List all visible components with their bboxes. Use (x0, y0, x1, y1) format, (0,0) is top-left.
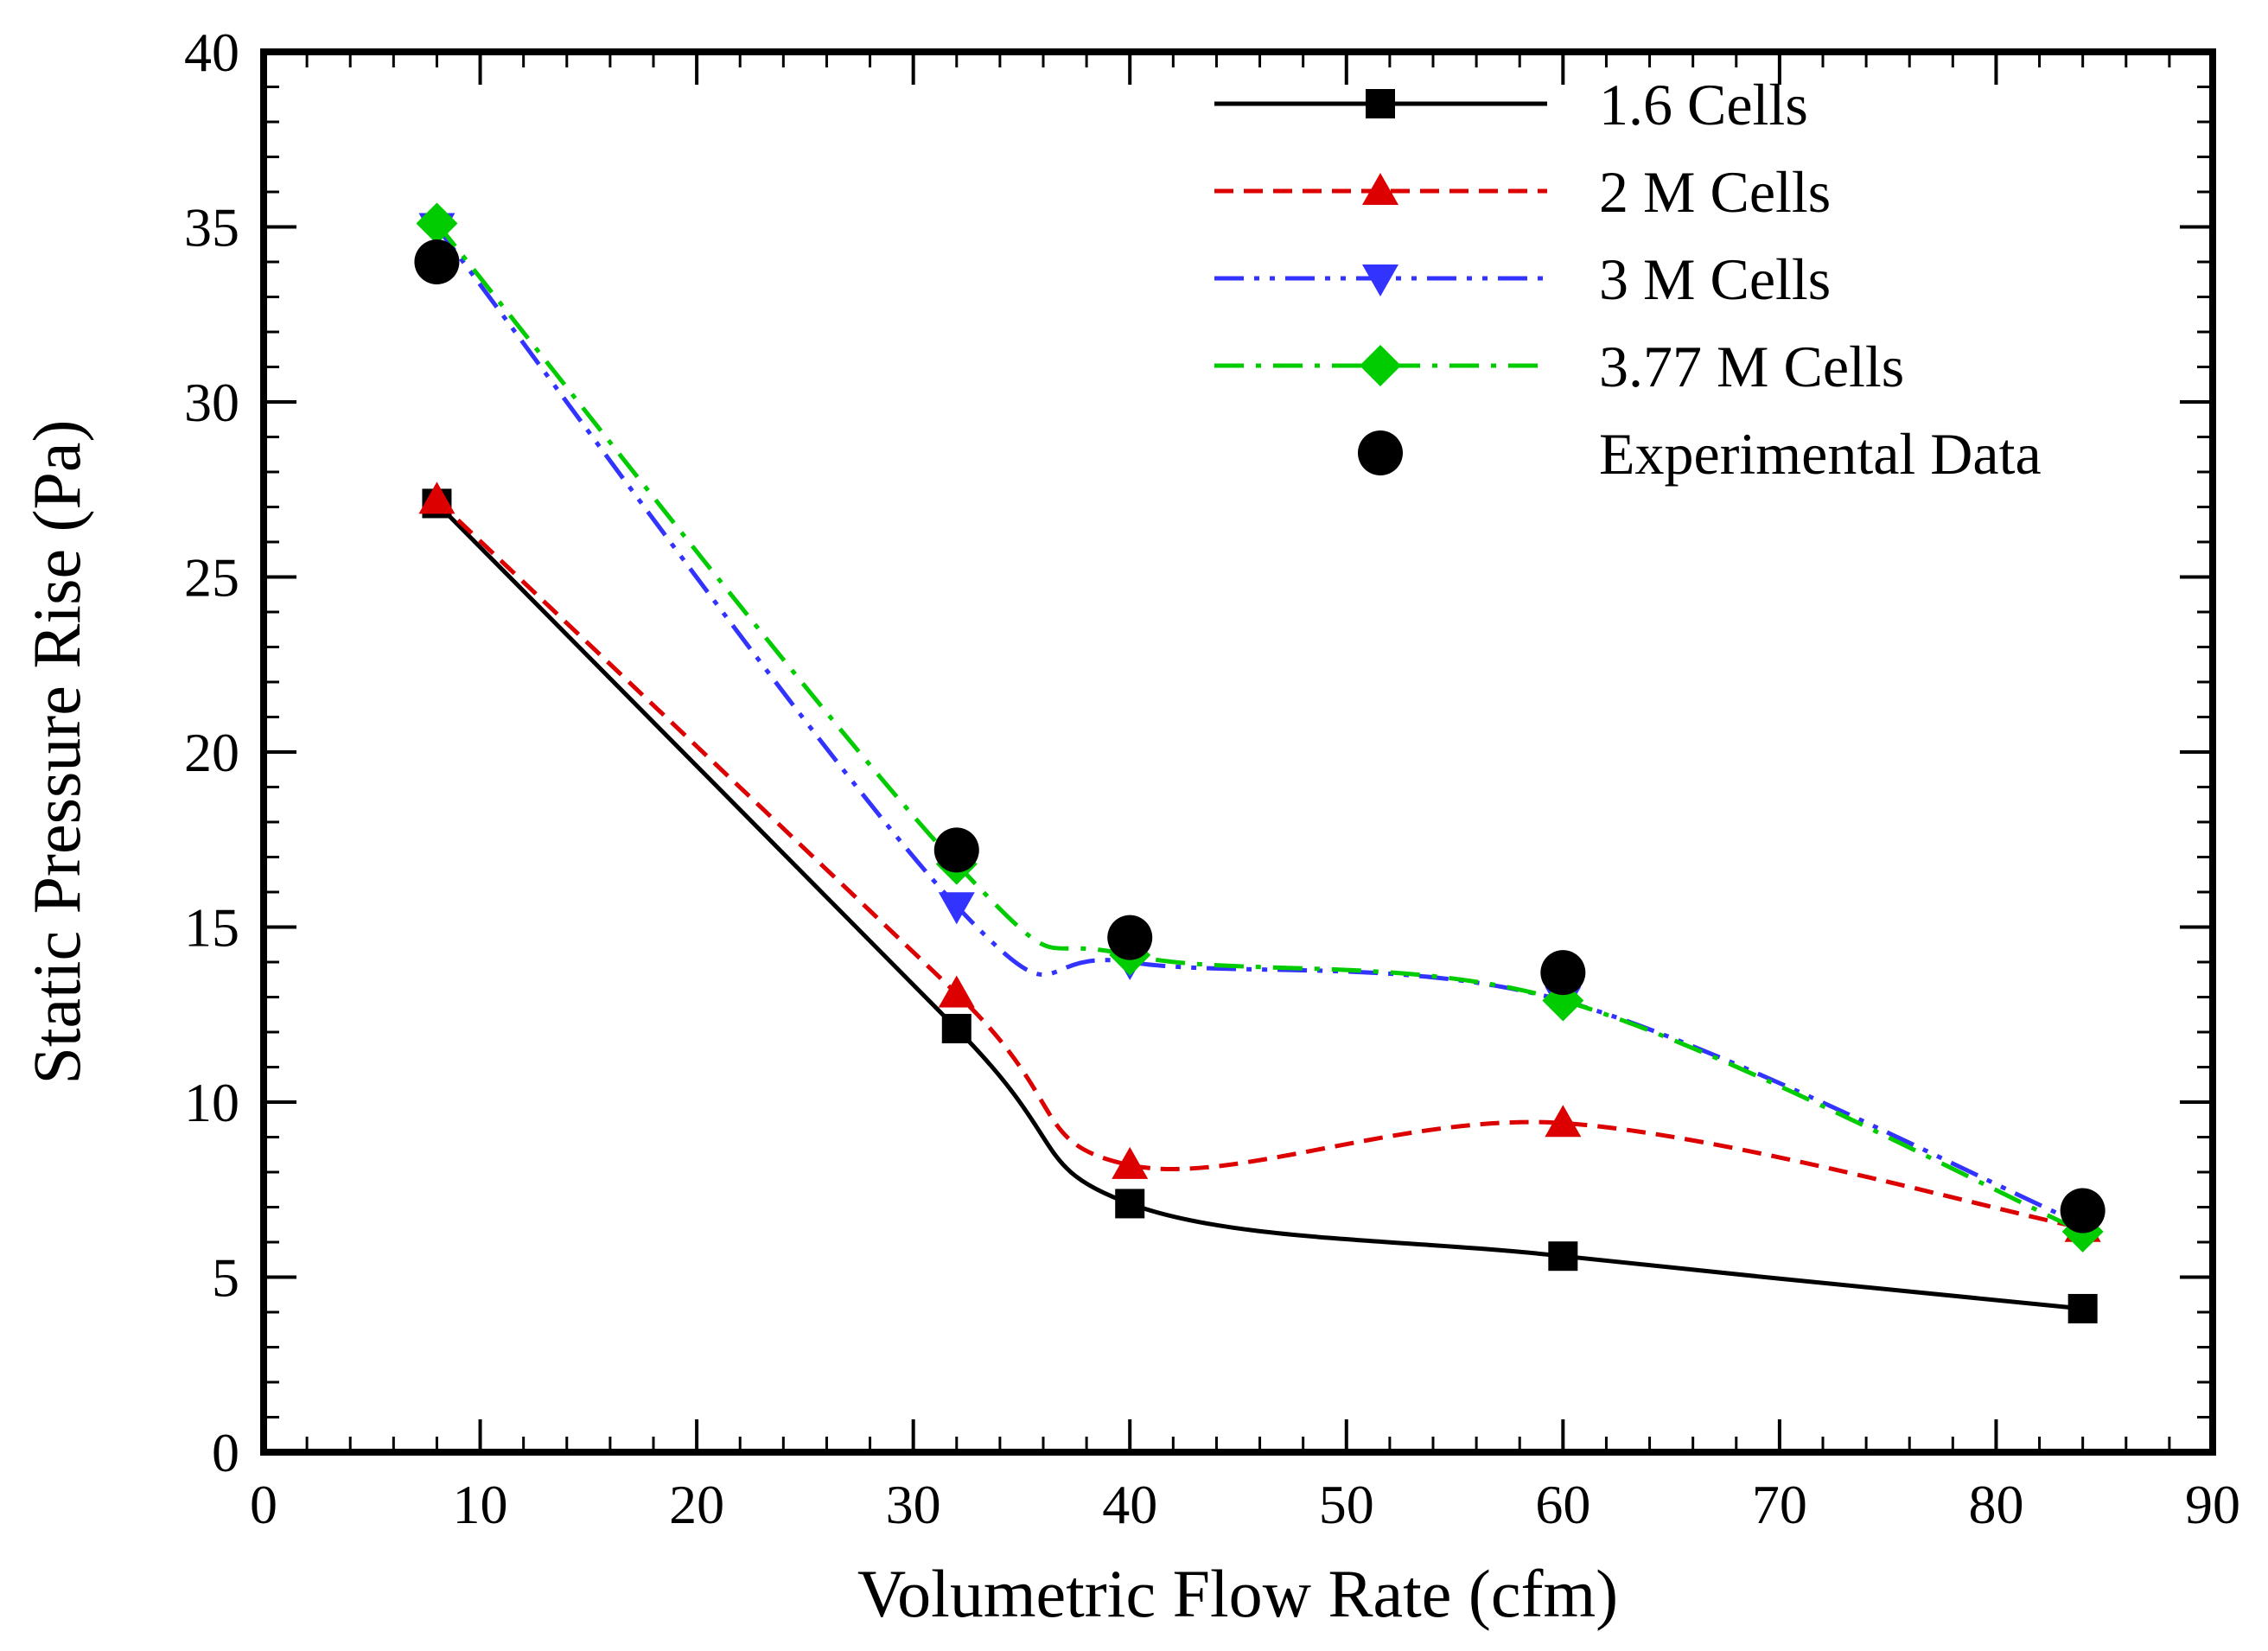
legend-marker-3-m-cells (1362, 265, 1398, 296)
y-tick-label: 10 (184, 1072, 239, 1133)
y-tick-label: 30 (184, 372, 239, 433)
data-point-3-m-cells (938, 892, 975, 925)
x-tick-label: 0 (250, 1474, 277, 1535)
data-point-2-m-cells (1112, 1146, 1149, 1179)
legend-item-1-6-cells: 1.6 Cells (1214, 72, 1808, 137)
data-point-2-m-cells (938, 975, 975, 1008)
data-point-experimental-data (2060, 1188, 2106, 1233)
x-tick-label: 80 (1968, 1474, 2023, 1535)
data-point-1-6-cells (941, 1013, 972, 1043)
y-tick-labels: 0 5 10 15 20 25 30 35 40 (184, 22, 239, 1483)
legend-item-3-m-cells: 3 M Cells (1214, 246, 1831, 312)
y-tick-label: 0 (212, 1422, 239, 1483)
y-tick-label: 5 (212, 1247, 239, 1309)
series-line-2-m-cells (435, 498, 2084, 1231)
series-line-1-6-cells (435, 501, 2083, 1311)
x-tick-label: 10 (453, 1474, 508, 1535)
data-point-1-6-cells (1115, 1189, 1145, 1219)
plot-frame (260, 48, 2216, 1456)
legend-item-3-77-m-cells: 3.77 M Cells (1214, 334, 1904, 399)
data-point-1-6-cells (1548, 1241, 1578, 1272)
legend-label: 3.77 M Cells (1599, 334, 1904, 399)
y-tick-label: 20 (184, 722, 239, 783)
legend: 1.6 Cells 2 M Cells 3 M Cells 3.77 M Cells E… (1214, 72, 2042, 487)
legend-item-2-m-cells: 2 M Cells (1214, 159, 1831, 225)
data-point-3-77-m-cells (416, 202, 458, 245)
data-point-experimental-data (933, 827, 979, 873)
data-point-experimental-data (414, 239, 460, 284)
legend-marker-experimental-data (1358, 430, 1403, 475)
legend-label: 1.6 Cells (1599, 72, 1808, 137)
minor-ticks (264, 52, 2213, 1452)
series-markers (414, 202, 2106, 1323)
x-tick-label: 40 (1102, 1474, 1157, 1535)
y-tick-label: 40 (184, 22, 239, 83)
legend-item-experimental-data: Experimental Data (1358, 421, 2042, 487)
x-tick-label: 30 (886, 1474, 941, 1535)
x-tick-labels: 0 10 20 30 40 50 60 70 80 90 (250, 1474, 2240, 1535)
y-tick-label: 25 (184, 547, 239, 609)
x-tick-label: 70 (1752, 1474, 1807, 1535)
x-tick-label: 60 (1535, 1474, 1590, 1535)
x-tick-label: 90 (2185, 1474, 2240, 1535)
x-tick-label: 20 (669, 1474, 724, 1535)
y-tick-label: 35 (184, 197, 239, 258)
legend-marker-1-6-cells (1366, 89, 1395, 118)
legend-label: 3 M Cells (1599, 246, 1831, 312)
data-point-experimental-data (1107, 915, 1153, 960)
legend-label: Experimental Data (1599, 421, 2042, 487)
data-point-experimental-data (1540, 950, 1586, 996)
x-tick-label: 50 (1319, 1474, 1374, 1535)
x-axis-title: Volumetric Flow Rate (cfm) (857, 1556, 1618, 1631)
data-point-2-m-cells (1545, 1105, 1582, 1138)
legend-marker-3-77-m-cells (1360, 345, 1401, 386)
data-point-2-m-cells (418, 481, 456, 514)
y-axis-title: Static Pressure Rise (Pa) (19, 419, 94, 1084)
y-tick-label: 15 (184, 897, 239, 959)
legend-marker-2-m-cells (1362, 173, 1398, 205)
major-ticks (262, 50, 2214, 1454)
data-point-1-6-cells (2067, 1293, 2098, 1323)
legend-label: 2 M Cells (1599, 159, 1831, 225)
